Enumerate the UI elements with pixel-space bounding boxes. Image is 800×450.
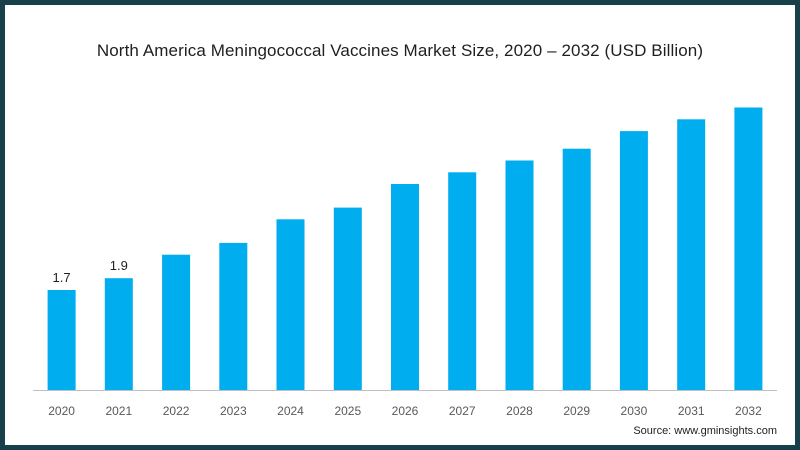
bar-2024 [276, 219, 305, 390]
x-tick-2032: 2032 [735, 404, 762, 418]
bar-2021 [104, 278, 133, 390]
bar-2028 [505, 160, 534, 390]
x-tick-2020: 2020 [48, 404, 75, 418]
bar-2026 [391, 184, 419, 390]
bar-2022 [162, 254, 191, 390]
data-label-2021: 1.9 [110, 258, 128, 273]
data-label-2020: 1.7 [53, 270, 71, 285]
bar-chart: 1.7 2020 1.9 2021 2022 2023 2024 2025 2026 2027 20… [33, 107, 777, 418]
source-credit: Source: www.gminsights.com [633, 425, 777, 437]
bar-2025 [333, 207, 362, 390]
x-tick-2022: 2022 [163, 404, 190, 418]
x-tick-2029: 2029 [563, 404, 590, 418]
x-tick-2031: 2031 [678, 404, 705, 418]
x-tick-2027: 2027 [449, 404, 476, 418]
x-tick-2028: 2028 [506, 404, 533, 418]
x-tick-2024: 2024 [277, 404, 304, 418]
bar-2023 [219, 242, 248, 390]
x-tick-2021: 2021 [105, 404, 132, 418]
bar-2027 [448, 172, 477, 390]
bar-2031 [677, 119, 706, 391]
bar-2032 [734, 107, 763, 390]
bar-2029 [562, 148, 591, 390]
x-tick-2026: 2026 [392, 404, 419, 418]
x-tick-2030: 2030 [621, 404, 648, 418]
chart-title: North America Meningococcal Vaccines Mar… [96, 41, 704, 60]
bar-2030 [619, 131, 648, 390]
x-tick-2023: 2023 [220, 404, 247, 418]
bar-2020 [47, 290, 76, 390]
x-tick-2025: 2025 [334, 404, 361, 418]
